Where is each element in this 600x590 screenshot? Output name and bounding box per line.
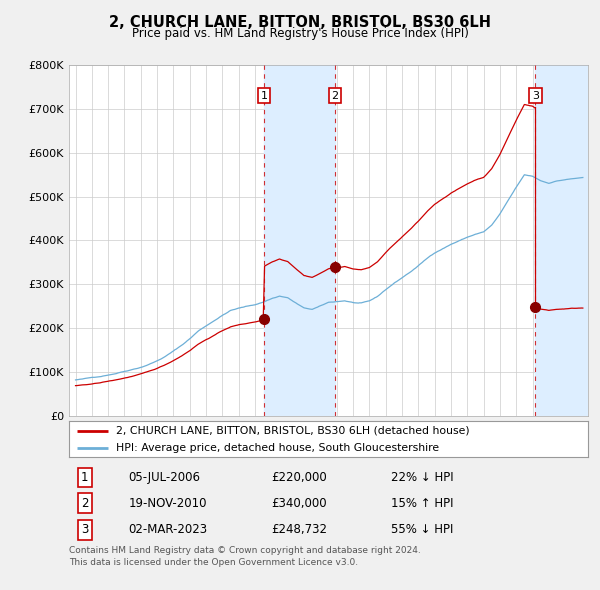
Text: 22% ↓ HPI: 22% ↓ HPI (391, 471, 454, 484)
Text: 02-MAR-2023: 02-MAR-2023 (128, 523, 208, 536)
Text: 3: 3 (532, 91, 539, 101)
Text: 15% ↑ HPI: 15% ↑ HPI (391, 497, 453, 510)
Text: 55% ↓ HPI: 55% ↓ HPI (391, 523, 453, 536)
Text: 1: 1 (260, 91, 268, 101)
Text: 2: 2 (331, 91, 338, 101)
Text: 2, CHURCH LANE, BITTON, BRISTOL, BS30 6LH (detached house): 2, CHURCH LANE, BITTON, BRISTOL, BS30 6L… (116, 426, 469, 436)
Text: £220,000: £220,000 (271, 471, 327, 484)
Text: £248,732: £248,732 (271, 523, 328, 536)
Text: 1: 1 (81, 471, 88, 484)
Text: £340,000: £340,000 (271, 497, 327, 510)
Text: HPI: Average price, detached house, South Gloucestershire: HPI: Average price, detached house, Sout… (116, 443, 439, 453)
Text: 3: 3 (81, 523, 88, 536)
Text: Contains HM Land Registry data © Crown copyright and database right 2024.
This d: Contains HM Land Registry data © Crown c… (69, 546, 421, 566)
Text: 2, CHURCH LANE, BITTON, BRISTOL, BS30 6LH: 2, CHURCH LANE, BITTON, BRISTOL, BS30 6L… (109, 15, 491, 30)
Bar (535, 65, 590, 416)
Text: Price paid vs. HM Land Registry's House Price Index (HPI): Price paid vs. HM Land Registry's House … (131, 27, 469, 40)
Text: 05-JUL-2006: 05-JUL-2006 (128, 471, 200, 484)
Bar (264, 65, 335, 416)
Text: 19-NOV-2010: 19-NOV-2010 (128, 497, 207, 510)
Text: 2: 2 (81, 497, 88, 510)
